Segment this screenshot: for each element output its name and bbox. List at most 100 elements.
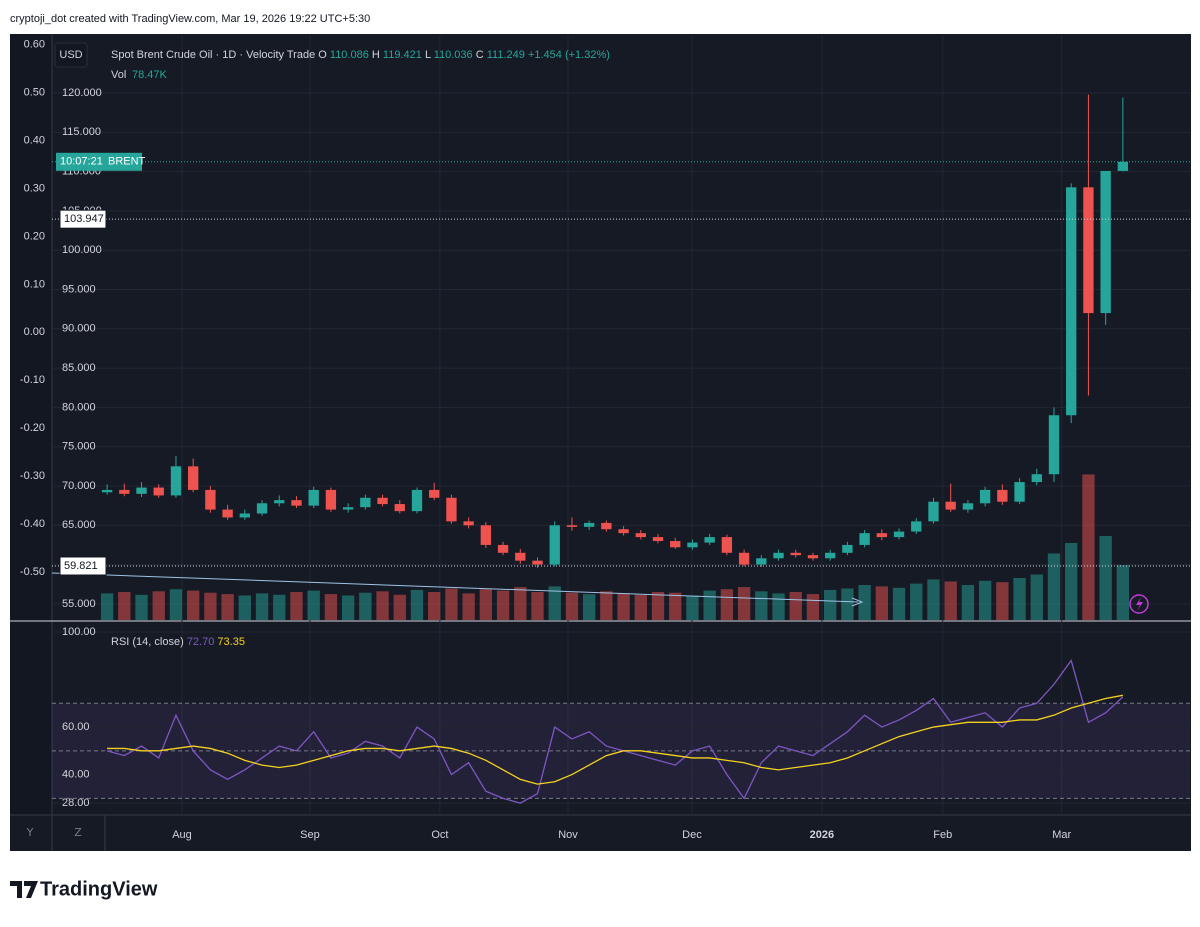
alert-icon[interactable] [1129, 594, 1149, 614]
volume-bar [393, 594, 406, 620]
candle-body [342, 507, 354, 510]
volume-bar [290, 592, 303, 620]
x-tick-label: Dec [682, 829, 702, 841]
volume-bar [324, 594, 338, 620]
marks [52, 94, 1190, 804]
legend: Spot Brent Crude Oil · 1D · Velocity Tra… [111, 49, 610, 81]
currency: USD [59, 49, 82, 61]
y-tick-label: 100.000 [62, 244, 102, 256]
volume-bar [1099, 536, 1112, 620]
rsi-tick-label: 40.00 [62, 768, 90, 780]
candle-body [446, 497, 457, 522]
candle-body [1117, 161, 1129, 171]
volume-bar [634, 594, 647, 620]
legend-item: Spot Brent Crude Oil · 1D · Velocity Tra… [111, 49, 315, 61]
legend-item: O [318, 49, 327, 61]
candle-body [463, 521, 474, 526]
volume-bar [961, 585, 975, 620]
legend-item: 111.249 [487, 49, 525, 61]
rsi-legend-item: RSI (14, close) [111, 636, 184, 648]
y2-tick-label: -0.30 [20, 470, 45, 482]
candle-body [153, 487, 164, 496]
y-tick-label: 90.000 [62, 323, 96, 335]
legend-item: H [372, 49, 380, 61]
y2-tick-label: 0.60 [24, 38, 45, 50]
brand: TradingView [40, 878, 158, 900]
rsi-legend-item: 72.70 [187, 636, 215, 648]
candle-body [997, 489, 1008, 502]
candle-body [721, 537, 733, 553]
candle-body [601, 522, 612, 530]
candle-body [411, 489, 423, 512]
axis-button[interactable]: Y [26, 826, 34, 839]
rsi-tick-label: 60.00 [62, 721, 90, 733]
legend-item: +1.454 (+1.32%) [528, 49, 610, 61]
volume-bar [445, 588, 458, 620]
footer-logo: TradingView [10, 878, 158, 900]
trend-line [51, 572, 859, 603]
candle-body [497, 544, 509, 553]
volume-bar [910, 583, 923, 620]
candle-body [738, 552, 750, 565]
y2-tick-label: 0.50 [24, 86, 45, 98]
volume-bar [858, 585, 871, 620]
candle-body [360, 497, 371, 508]
volume-bar [789, 592, 802, 620]
currency-button[interactable] [54, 42, 88, 68]
volume-bar [1013, 578, 1026, 620]
candle-body [429, 489, 440, 498]
candle-body [945, 501, 956, 510]
volume-bar [479, 589, 493, 620]
volume-bar [152, 591, 165, 620]
alert-bolt [1136, 597, 1143, 611]
candle-body [308, 489, 319, 506]
y2-tick-label: 0.00 [24, 326, 45, 338]
axis-button[interactable]: Z [74, 826, 82, 839]
volume-bar [531, 592, 544, 620]
legend-line: Spot Brent Crude Oil · 1D · Velocity Tra… [111, 49, 610, 61]
volume-bar [1047, 553, 1061, 620]
volume-bar [600, 591, 613, 620]
rsi-tick-label: 100.00 [62, 626, 96, 638]
volume-bar [755, 591, 768, 620]
volume-bar [892, 587, 906, 620]
x-tick-label: Aug [172, 829, 192, 841]
chart-background [10, 34, 1191, 851]
volume-bar [927, 579, 940, 620]
volume-bar [978, 580, 992, 620]
candle-body [188, 466, 199, 490]
countdown: 10:07:21 [60, 156, 103, 168]
candle-body [911, 521, 922, 532]
candle-body [566, 525, 578, 527]
volume-bar [841, 588, 854, 620]
volume-bar [238, 595, 251, 620]
volume-bar [100, 593, 114, 620]
price-label: 103.947 [64, 213, 104, 225]
volume-bar [669, 592, 682, 620]
candle-body [170, 466, 182, 496]
candle-body [807, 555, 819, 559]
volume-bar [565, 592, 579, 620]
candle-body [876, 533, 887, 538]
candle-body [1014, 482, 1025, 502]
volume-bar [582, 594, 596, 620]
candle-body [532, 560, 543, 565]
candle-body [652, 537, 664, 542]
x-tick-label: Nov [558, 829, 578, 841]
candle-body [1083, 187, 1094, 314]
x-tick-label: Mar [1052, 829, 1071, 841]
x-tick-label: Oct [431, 829, 448, 841]
candle-body [1100, 170, 1111, 314]
y2-tick-label: -0.10 [20, 374, 45, 386]
y-tick-label: 120.000 [62, 87, 102, 99]
candle-body [859, 533, 870, 545]
rsi-tick-label: 28.00 [62, 797, 90, 809]
volume-bar [169, 589, 183, 620]
volume-bar [255, 593, 269, 620]
volume-bar [1116, 565, 1130, 620]
y-tick-label: 70.000 [62, 480, 96, 492]
volume-bar [462, 593, 475, 620]
x-tick-label: Feb [933, 829, 952, 841]
candle-body [256, 503, 268, 514]
candle-body [239, 513, 250, 518]
